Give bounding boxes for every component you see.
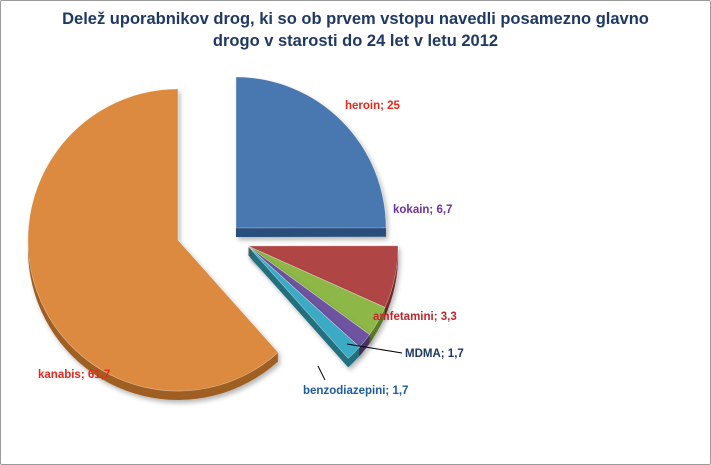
- slice-top-heroin: [235, 76, 387, 229]
- chart-title-line-1: Delež uporabnikov drog, ki so ob prvem v…: [62, 10, 649, 28]
- chart-title-line-2: drogo v starosti do 24 let v letu 2012: [212, 32, 499, 50]
- data-label-kanabis: kanabis; 61,7: [38, 369, 110, 381]
- slice-kanabis: [27, 88, 279, 400]
- data-label-mdma: MDMA; 1,7: [405, 348, 464, 360]
- data-label-heroin: heroin; 25: [345, 100, 401, 112]
- leader-line-benzodiazepini: [317, 365, 326, 381]
- slice-benzodiazepini: [247, 245, 360, 368]
- leader-line-mdma: [346, 343, 403, 354]
- chart-title: Delež uporabnikov drog, ki so ob prvem v…: [0, 8, 711, 52]
- data-label-amfetamini: amfetamini; 3,3: [373, 311, 457, 323]
- slice-top-kanabis: [27, 88, 279, 392]
- data-label-benzodiazepini: benzodiazepini; 1,7: [303, 385, 408, 397]
- data-label-kokain: kokain; 6,7: [393, 204, 452, 216]
- slice-heroin: [235, 76, 387, 237]
- slice-top-benzodiazepini: [247, 245, 360, 359]
